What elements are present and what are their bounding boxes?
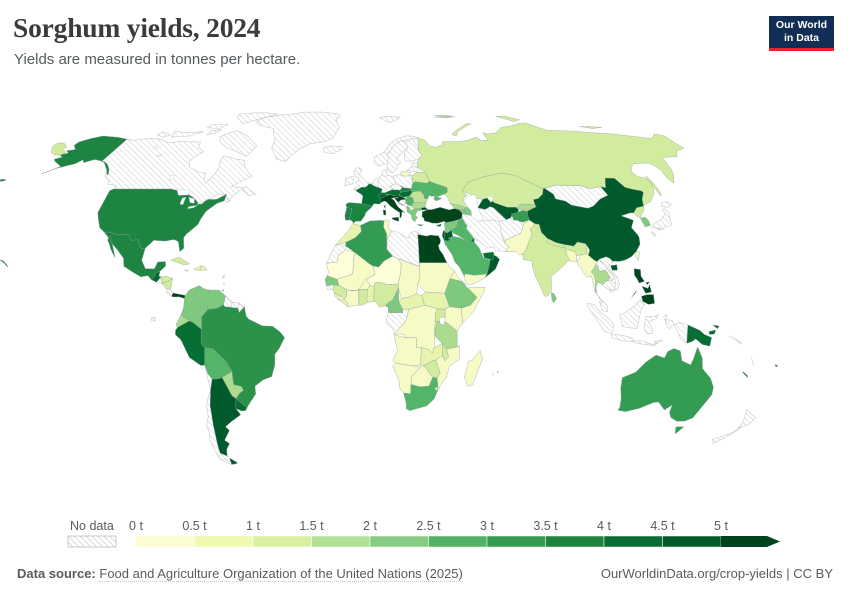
svg-text:1.5 t: 1.5 t [299,519,324,533]
svg-text:2 t: 2 t [363,519,377,533]
svg-text:0.5 t: 0.5 t [182,519,207,533]
svg-text:5 t: 5 t [714,519,728,533]
svg-text:4 t: 4 t [597,519,611,533]
svg-text:3 t: 3 t [480,519,494,533]
svg-text:4.5 t: 4.5 t [650,519,675,533]
svg-text:1 t: 1 t [246,519,260,533]
svg-text:2.5 t: 2.5 t [416,519,441,533]
svg-text:No data: No data [70,519,114,533]
svg-text:3.5 t: 3.5 t [533,519,558,533]
svg-text:0 t: 0 t [129,519,143,533]
